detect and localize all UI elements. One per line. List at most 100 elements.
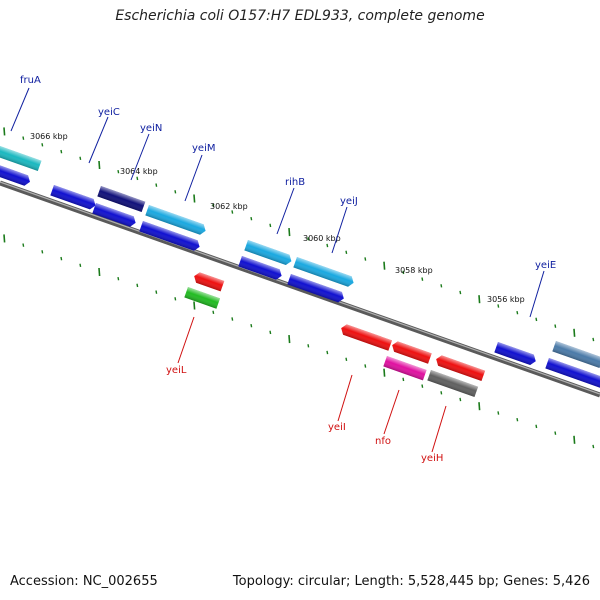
- minor-tick: [136, 176, 139, 181]
- minor-tick: [440, 391, 443, 395]
- forward-gene-labels: fruA yeiC yeiN yeiM rihB yeiJ yeiE: [20, 75, 556, 271]
- major-tick: [383, 368, 386, 377]
- major-tick: [383, 261, 386, 270]
- minor-tick: [250, 323, 253, 328]
- minor-tick: [307, 237, 310, 241]
- scale-label-3060: 3060 kbp: [303, 234, 341, 243]
- minor-tick: [326, 350, 329, 355]
- gene-label-fruA: fruA: [20, 75, 41, 86]
- gene-label-yeiH: yeiH: [421, 453, 443, 464]
- feature-blue-4[interactable]: [139, 221, 201, 252]
- minor-tick: [592, 337, 595, 342]
- feature-yeiL[interactable]: [184, 287, 221, 309]
- major-tick: [573, 435, 576, 444]
- minor-tick: [535, 317, 538, 322]
- feature-yeiE[interactable]: [494, 342, 537, 366]
- major-tick: [478, 402, 481, 411]
- minor-tick: [22, 243, 25, 247]
- minor-tick: [231, 210, 234, 214]
- major-tick: [98, 267, 101, 277]
- gene-label-yeiN: yeiN: [140, 123, 162, 134]
- minor-tick: [459, 290, 462, 295]
- feature-blue-6[interactable]: [287, 274, 345, 304]
- upper-scale-ring: [3, 127, 595, 342]
- scale-label-3058: 3058 kbp: [395, 266, 433, 275]
- minor-tick: [60, 149, 63, 154]
- feature-blue-1[interactable]: [0, 164, 32, 187]
- major-tick: [98, 160, 101, 170]
- minor-tick: [402, 270, 405, 275]
- feature-blue-3[interactable]: [92, 203, 137, 228]
- gene-label-yeiJ: yeiJ: [340, 196, 358, 207]
- genome-summary-label: Topology: circular; Length: 5,528,445 bp…: [232, 574, 590, 589]
- minor-tick: [174, 297, 177, 301]
- minor-tick: [364, 257, 367, 261]
- feature-yeiN[interactable]: [97, 186, 146, 213]
- minor-tick: [554, 431, 557, 435]
- minor-tick: [421, 384, 424, 388]
- gene-label-yeiL: yeiL: [166, 365, 187, 376]
- minor-tick: [117, 276, 120, 281]
- reverse-gene-labels: yeiL yeiI nfo yeiH: [166, 365, 443, 464]
- feature-yeiC[interactable]: [50, 185, 97, 211]
- minor-tick: [345, 357, 348, 362]
- minor-tick: [497, 304, 500, 308]
- feature-steel[interactable]: [552, 341, 600, 369]
- minor-tick: [155, 183, 158, 187]
- gene-label-rihB: rihB: [285, 177, 305, 188]
- minor-tick: [231, 317, 234, 321]
- feature-rihB[interactable]: [244, 240, 293, 266]
- minor-tick: [326, 243, 329, 248]
- gene-label-yeiC: yeiC: [98, 107, 120, 118]
- scale-label-3062: 3062 kbp: [210, 202, 248, 211]
- major-tick: [193, 301, 196, 310]
- scale-label-3056: 3056 kbp: [487, 295, 525, 304]
- feature-yeiM[interactable]: [145, 205, 207, 236]
- scale-label-3064: 3064 kbp: [120, 167, 158, 176]
- forward-features: [0, 143, 600, 389]
- feature-red-small[interactable]: [192, 271, 225, 292]
- minor-tick: [212, 203, 215, 208]
- feature-red-4[interactable]: [434, 354, 486, 382]
- minor-tick: [516, 417, 519, 422]
- minor-tick: [535, 424, 538, 429]
- feature-yeiH[interactable]: [427, 370, 479, 398]
- minor-tick: [497, 411, 500, 415]
- minor-tick: [250, 216, 253, 221]
- gene-label-yeiE: yeiE: [535, 260, 556, 271]
- minor-tick: [307, 344, 310, 348]
- major-tick: [288, 335, 291, 344]
- major-tick: [288, 228, 291, 237]
- lower-scale-ring: [3, 234, 595, 449]
- feature-yeiJ[interactable]: [293, 257, 355, 288]
- gene-label-yeiI: yeiI: [328, 422, 346, 433]
- major-tick: [3, 127, 6, 136]
- minor-tick: [41, 143, 44, 147]
- feature-blue-5[interactable]: [238, 256, 283, 281]
- feature-fruA[interactable]: [0, 143, 42, 172]
- scale-label-3066: 3066 kbp: [30, 132, 68, 141]
- feature-red-3[interactable]: [390, 340, 432, 364]
- reverse-features: [184, 271, 486, 398]
- minor-tick: [117, 169, 120, 174]
- feature-blue-8[interactable]: [545, 358, 600, 389]
- minor-tick: [41, 250, 44, 254]
- accession-label: Accession: NC_002655: [10, 574, 158, 589]
- reverse-label-lines: [177, 316, 447, 453]
- minor-tick: [554, 324, 557, 328]
- major-tick: [3, 234, 6, 243]
- minor-tick: [174, 190, 177, 194]
- minor-tick: [592, 444, 595, 449]
- major-tick: [193, 194, 196, 203]
- gene-label-nfo: nfo: [375, 436, 391, 447]
- feature-nfo[interactable]: [383, 356, 427, 381]
- minor-tick: [269, 330, 272, 335]
- minor-tick: [155, 290, 158, 294]
- feature-yeiI[interactable]: [339, 323, 393, 351]
- scale-labels: 3066 kbp 3064 kbp 3062 kbp 3060 kbp 3058…: [30, 132, 525, 304]
- minor-tick: [212, 310, 215, 315]
- minor-tick: [459, 397, 462, 402]
- minor-tick: [79, 263, 82, 268]
- forward-label-lines: [10, 87, 545, 318]
- major-tick: [478, 295, 481, 304]
